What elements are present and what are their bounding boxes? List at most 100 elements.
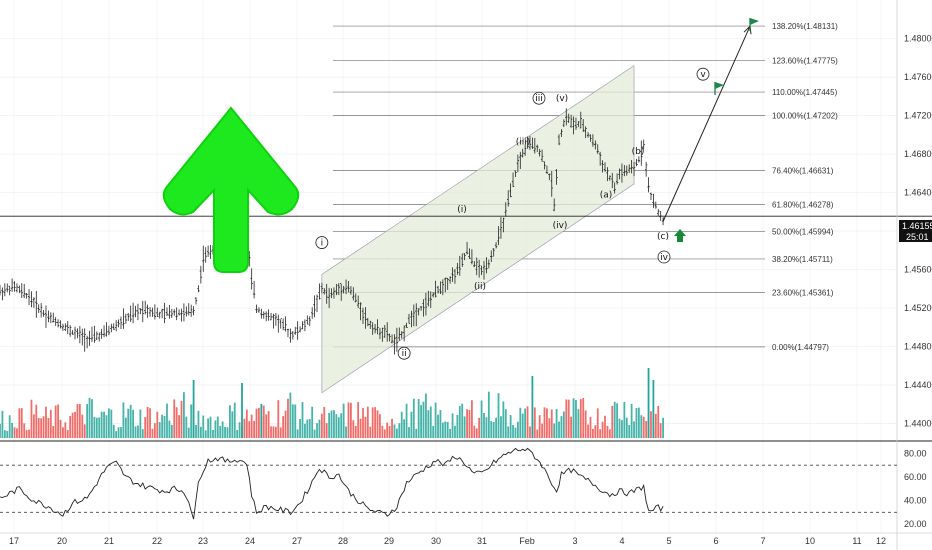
volume-bar: [195, 424, 197, 438]
volume-bar: [306, 419, 309, 438]
time-tick-label: 3: [572, 536, 577, 546]
volume-bar: [519, 407, 522, 438]
volume-bar: [366, 406, 369, 438]
fib-level-label: 123.60%(1.47775): [772, 56, 838, 65]
price-tick-label: 1.44000: [904, 419, 932, 429]
wave-label-text: i: [321, 239, 324, 249]
volume-bar: [553, 423, 556, 438]
volume-bar: [345, 426, 347, 438]
volume-bar: [516, 421, 519, 438]
volume-bar: [197, 410, 200, 438]
volume-bar: [410, 411, 413, 438]
target-flags[interactable]: [714, 18, 759, 95]
volume-bar: [149, 408, 151, 438]
volume-bar: [272, 426, 275, 438]
volume-bar: [533, 407, 536, 438]
candle-countdown: 25:01: [906, 232, 929, 242]
volume-bar: [490, 421, 493, 438]
volume-bar: [166, 403, 168, 438]
time-tick-label: 17: [9, 536, 19, 546]
volume-bar: [509, 415, 512, 438]
volume-bar: [156, 411, 159, 438]
wave-label: (c): [657, 232, 669, 242]
volume-bar: [52, 425, 55, 438]
volume-bar: [405, 403, 408, 438]
volume-bar: [408, 427, 410, 438]
wave-label-text: (b): [632, 147, 645, 157]
volume-bar: [42, 416, 45, 438]
volume-bar: [546, 408, 548, 438]
price-channel[interactable]: [321, 64, 635, 394]
volume-bar: [146, 406, 149, 438]
volume-bar: [66, 430, 69, 438]
volume-bar: [340, 413, 343, 438]
volume-bar: [253, 420, 255, 438]
time-axis[interactable]: 17 20 21 22 23 24 27 28 29 30 31 Feb 3 4 5 6 7 10 11 12: [9, 536, 886, 546]
volume-bar: [577, 409, 580, 438]
volume-bar: [81, 414, 84, 438]
volume-bar: [434, 402, 437, 438]
volume-bar: [548, 418, 551, 438]
volume-bar: [604, 415, 606, 438]
volume-bar: [575, 400, 577, 438]
volume-bar: [88, 397, 91, 438]
volume-bar: [497, 393, 500, 438]
price-tick-label: 1.45200: [904, 303, 932, 313]
volume-bar: [512, 424, 514, 438]
volume-bar: [642, 416, 645, 438]
volume-bar: [224, 427, 226, 438]
volume-bar: [391, 418, 393, 438]
volume-bar: [153, 423, 156, 438]
volume-bar: [250, 414, 253, 438]
volume-bar: [538, 415, 541, 438]
rsi-tick-label: 80.00: [904, 448, 927, 458]
volume-bar: [6, 430, 9, 438]
price-tick-label: 1.45600: [904, 265, 932, 275]
volume-bar: [74, 411, 76, 438]
fib-level-label: 0.00%(1.44797): [772, 343, 829, 352]
volume-bar: [202, 415, 205, 438]
volume-bar: [277, 400, 280, 438]
volume-bar: [132, 409, 134, 438]
volume-bar: [134, 426, 137, 438]
fib-level-label: 50.00%(1.45994): [772, 228, 834, 237]
volume-bar: [270, 426, 272, 438]
volume-bar: [57, 404, 59, 438]
volume-bar: [381, 425, 384, 438]
volume-bar: [3, 430, 6, 438]
volume-bar: [267, 411, 270, 438]
volume-bar: [255, 408, 258, 438]
volume-bar: [427, 410, 430, 438]
volume-bar: [289, 392, 292, 438]
volume-bar: [456, 415, 459, 438]
wave-label-circle: [315, 236, 329, 249]
wave-label: (i): [457, 205, 467, 215]
time-tick-label: 27: [292, 536, 302, 546]
price-axis[interactable]: 1.480001.476001.472001.468001.464001.460…: [904, 34, 932, 429]
wave-label-text: (v): [556, 94, 568, 104]
volume-bar: [618, 418, 621, 438]
volume-bar: [558, 421, 560, 438]
volume-bar: [86, 403, 89, 438]
fib-level-label: 138.20%(1.48131): [772, 22, 838, 31]
volume-bar: [204, 430, 207, 438]
volume-bar: [383, 429, 386, 438]
big-up-arrow-icon: [162, 106, 300, 273]
volume-bar: [265, 414, 268, 438]
volume-bar: [637, 407, 640, 438]
volume-bar: [296, 429, 299, 438]
wave-label-text: (c): [657, 232, 669, 242]
rsi-line: [0, 447, 664, 520]
volume-bar: [633, 421, 635, 438]
wave-label-circle: [696, 67, 710, 81]
wave-label-circle: [657, 250, 671, 264]
wave-label-circle: [532, 91, 546, 105]
volume-bar: [308, 419, 311, 438]
volume-bar: [1, 410, 4, 438]
wave-label: v: [696, 67, 710, 81]
volume-bar: [415, 428, 418, 438]
rsi-axis: 80.00 60.00 40.00 20.00: [904, 448, 927, 529]
time-tick-label: 23: [198, 536, 208, 546]
wave-labels[interactable]: iii(i)(ii)(iii)iii(iv)(v)(a)(b)(c)ivv: [315, 67, 710, 360]
